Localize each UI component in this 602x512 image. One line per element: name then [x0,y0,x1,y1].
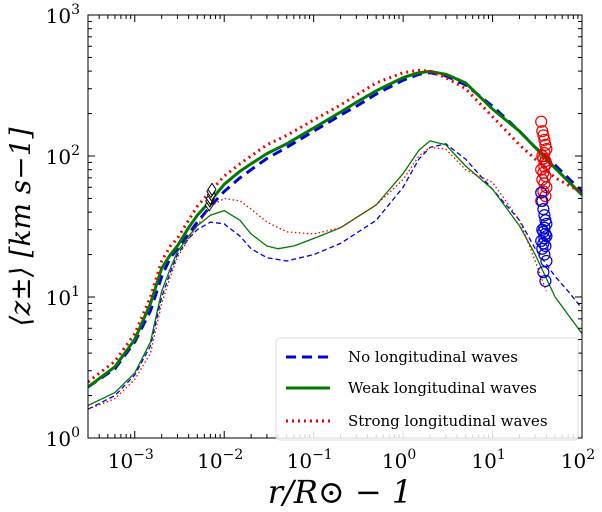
series-line-weak-waves-thick [88,69,582,389]
marker-blue-circle [538,209,551,222]
marker-blue-circle [537,266,550,279]
marker-red-circle [536,125,549,138]
series-line-weak-waves-thin [88,140,582,407]
marker-red-circle [539,138,552,151]
series-line-no-waves-thin [88,143,582,410]
marker-red-circle [538,160,551,173]
legend-label-no-waves: No longitudinal waves [348,348,518,366]
marker-blue-circle [535,186,548,199]
x-tick-label: 10−1 [287,447,333,473]
marker-blue-circle [540,254,553,268]
legend-label-strong-waves: Strong longitudinal waves [348,412,548,430]
series-line-strong-waves-thick [88,68,582,384]
x-axis-title: r/R⊙ − 1 [268,473,413,511]
y-tick-label: 101 [46,284,80,310]
marker-blue-circle [536,194,549,208]
marker-diamond [207,182,217,197]
marker-red-circle [537,129,550,142]
marker-blue-circle [538,248,551,261]
plot-area [88,68,582,410]
y-tick-label: 102 [46,143,80,169]
y-tick-label: 103 [46,2,80,28]
x-tick-label: 102 [561,447,595,473]
series-group [88,68,582,410]
x-tick-label: 100 [382,447,416,473]
marker-blue-circle [539,274,552,288]
y-axis-title: ⟨z±⟩ [km s−1] [4,127,37,326]
x-tick-label: 10−3 [108,447,154,473]
legend-box [275,337,579,441]
legend-label-weak-waves: Weak longitudinal waves [348,379,537,397]
marker-red-circle [535,115,548,128]
x-tick-label: 101 [471,447,505,473]
marker-blue-circle [536,242,549,255]
x-tick-label: 10−2 [197,447,243,473]
marker-blue-circle [539,239,552,253]
marker-red-circle [538,133,551,147]
y-tick-label: 100 [46,425,80,451]
legend: No longitudinal waves Weak longitudinal … [275,337,579,441]
marker-red-circle [535,163,548,176]
